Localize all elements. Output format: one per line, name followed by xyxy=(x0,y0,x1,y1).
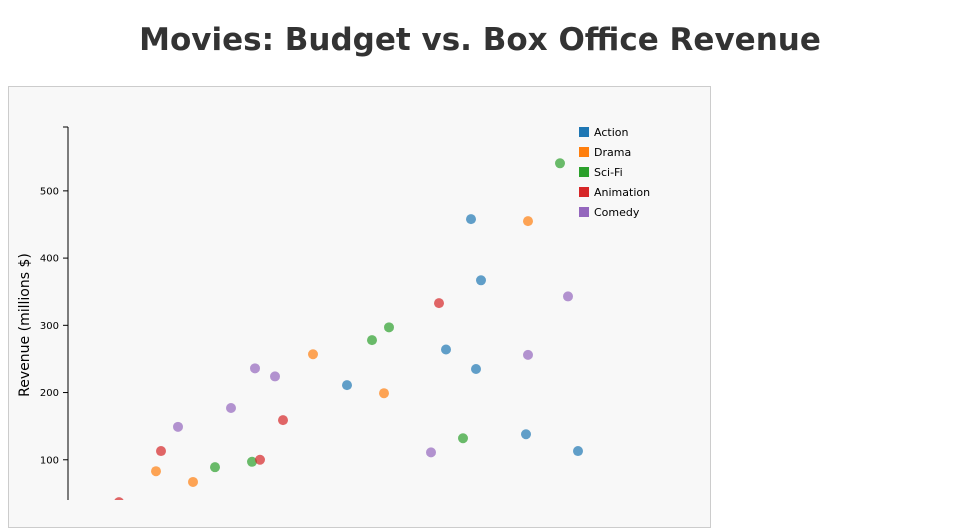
chart-area xyxy=(8,86,711,528)
legend-swatch-sci-fi xyxy=(579,167,589,177)
data-point-action xyxy=(471,364,481,375)
data-point-comedy xyxy=(250,363,260,374)
y-tick-label: 300 xyxy=(40,321,59,332)
y-tick-label: 500 xyxy=(40,186,59,197)
legend-label: Action xyxy=(594,126,628,139)
data-point-comedy xyxy=(426,447,436,458)
data-point-animation xyxy=(434,298,444,309)
legend-swatch-animation xyxy=(579,187,589,197)
data-point-action xyxy=(342,380,352,391)
legend-label: Drama xyxy=(594,146,631,159)
data-point-sci-fi xyxy=(384,322,394,333)
scatter-plot: 100 200 300 400 500 Revenue (millions $) Actio… xyxy=(17,126,650,500)
data-point-sci-fi xyxy=(458,433,468,444)
legend-swatch-comedy xyxy=(579,207,589,217)
y-axis-label: Revenue (millions $) xyxy=(17,253,33,397)
data-point-comedy xyxy=(523,349,533,360)
data-point-animation xyxy=(278,415,288,426)
data-point-action xyxy=(466,214,476,225)
data-point-comedy xyxy=(173,421,183,432)
legend-swatch-drama xyxy=(579,147,589,157)
data-point-drama xyxy=(151,466,161,477)
legend-swatch-action xyxy=(579,127,589,137)
data-point-action xyxy=(521,429,531,440)
legend-label: Animation xyxy=(594,186,650,199)
data-point-sci-fi xyxy=(367,335,377,346)
legend-label: Comedy xyxy=(594,206,640,219)
data-point-sci-fi xyxy=(247,456,257,467)
data-point-sci-fi xyxy=(555,158,565,169)
data-point-animation xyxy=(156,446,166,457)
data-point-action xyxy=(476,275,486,286)
data-point-sci-fi xyxy=(210,462,220,473)
data-point-drama xyxy=(188,476,198,487)
data-point-action xyxy=(573,446,583,457)
data-point-action xyxy=(441,344,451,355)
data-point-animation xyxy=(255,454,265,465)
data-point-comedy xyxy=(226,403,236,414)
chart-title: Movies: Budget vs. Box Office Revenue xyxy=(139,22,821,58)
data-point-drama xyxy=(379,388,389,399)
data-point-drama xyxy=(523,216,533,227)
y-tick-label: 400 xyxy=(40,254,59,265)
legend-label: Sci-Fi xyxy=(594,166,623,179)
data-point-drama xyxy=(308,349,318,360)
y-tick-label: 200 xyxy=(40,388,59,399)
data-point-comedy xyxy=(270,371,280,382)
y-tick-label: 100 xyxy=(40,455,59,466)
data-point-animation xyxy=(114,497,124,500)
data-point-comedy xyxy=(563,291,573,302)
